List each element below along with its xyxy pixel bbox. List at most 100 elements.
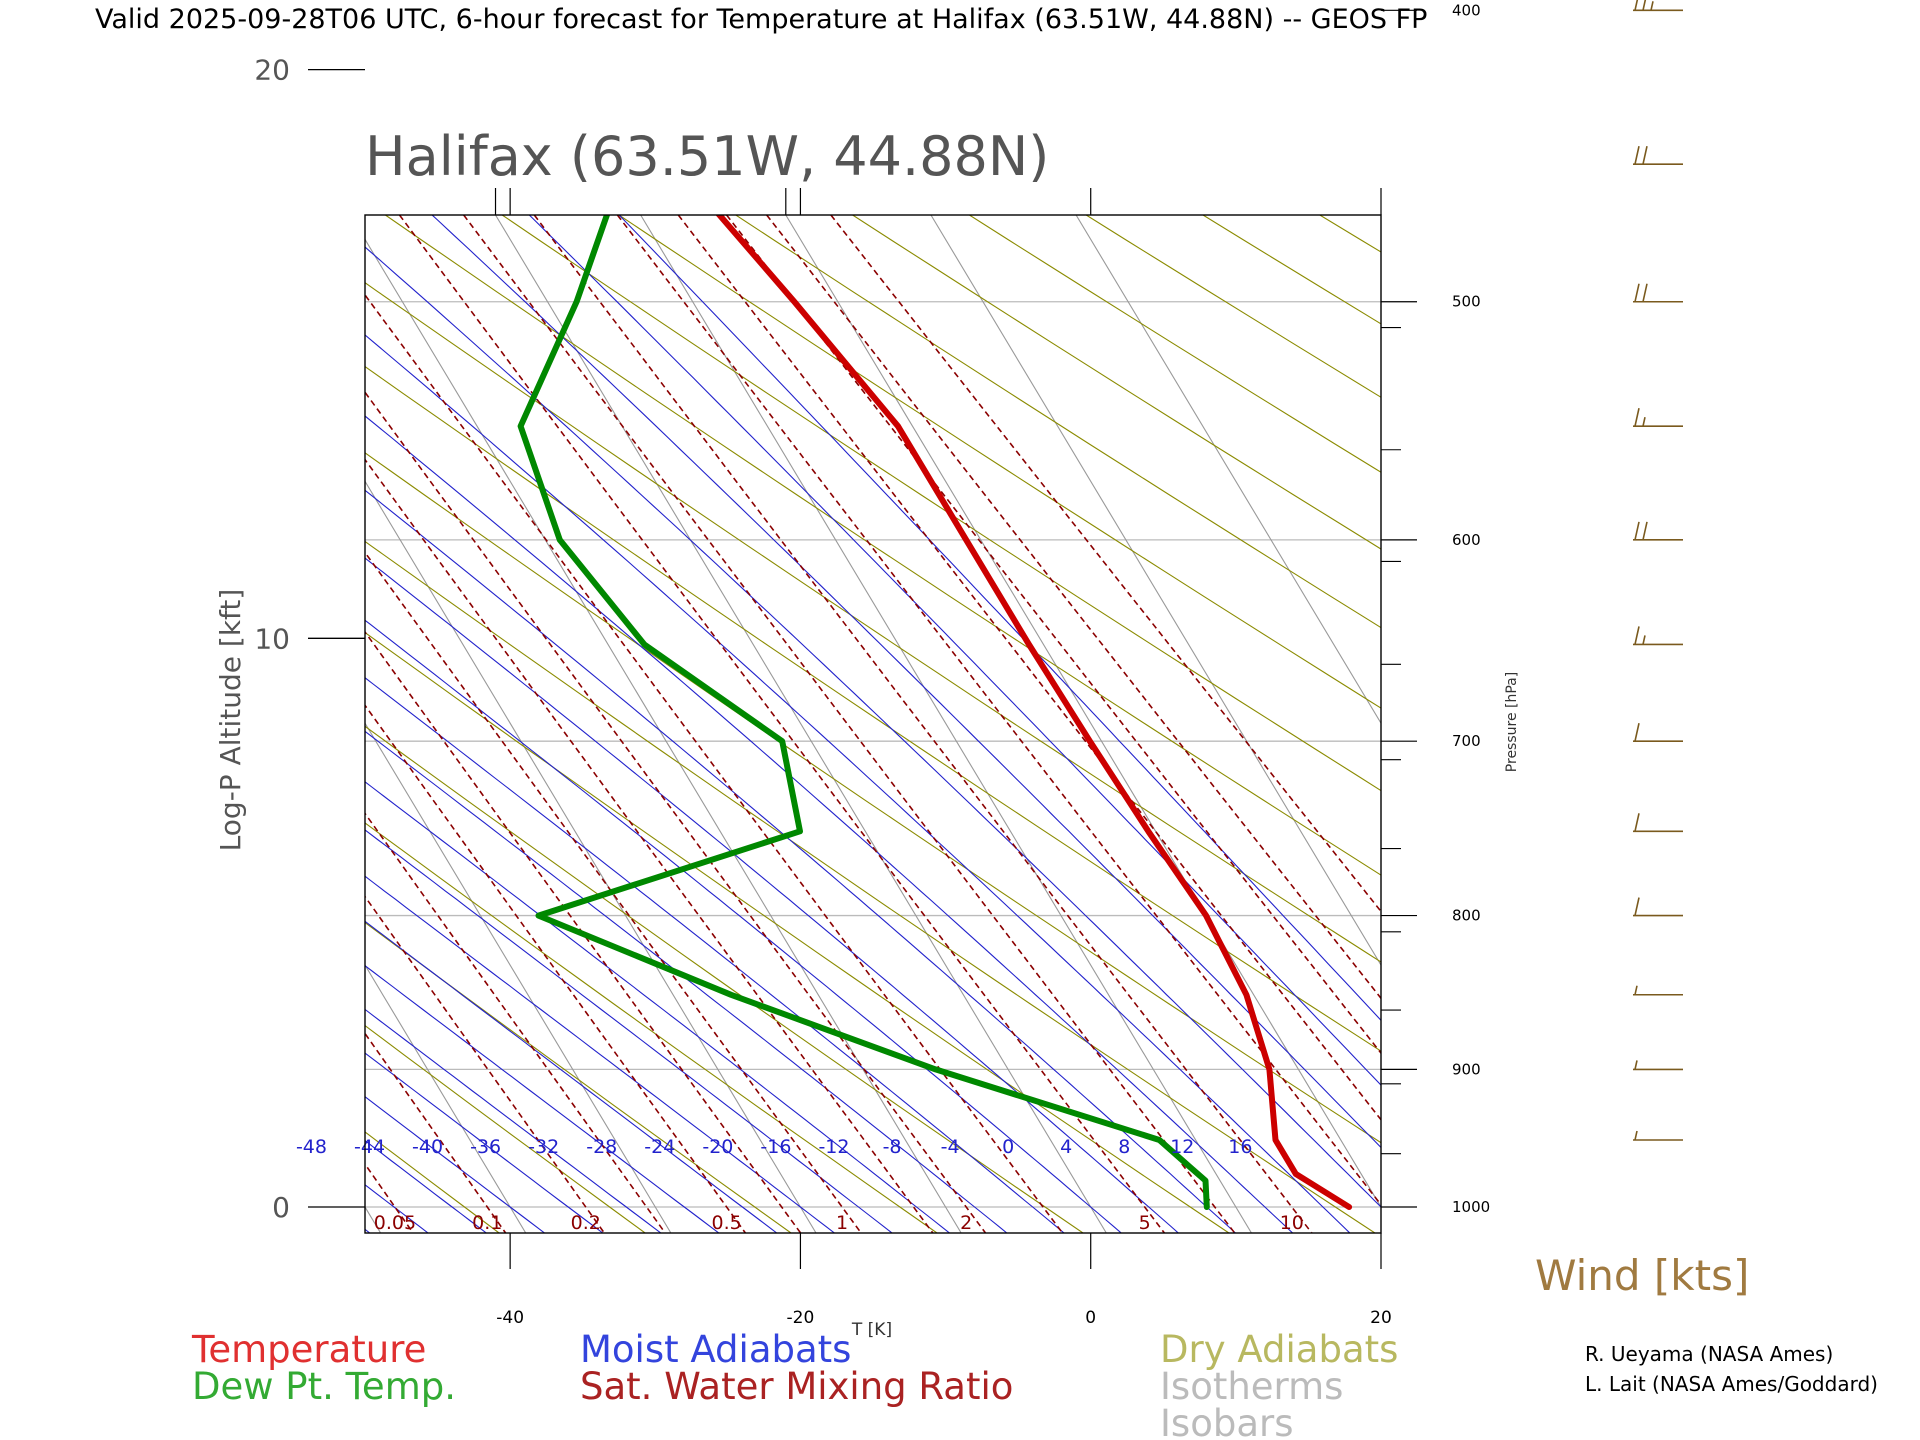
plot-frame xyxy=(364,214,1382,1234)
pressure-tick-label: 700 xyxy=(1452,732,1481,750)
mixing-ratio-line xyxy=(677,215,1381,1122)
mixing-ratio-line xyxy=(0,215,299,1233)
dry-adiabat-200 xyxy=(0,215,61,1233)
mixing-ratio-label: 0.1 xyxy=(472,1212,502,1234)
isotherm-20 xyxy=(785,215,1381,1209)
moist-adiabat-12 xyxy=(365,415,1294,1233)
moist-adiabat-label: -16 xyxy=(760,1136,791,1158)
moist-adiabat--8 xyxy=(365,730,1008,1233)
moist-adiabat--24 xyxy=(365,920,778,1233)
isotherm-30 xyxy=(930,215,1381,967)
pressure-tick-label: 500 xyxy=(1452,293,1481,311)
mixing-ratio-line xyxy=(398,215,1166,1233)
dry-adiabat-390 xyxy=(1085,215,1381,398)
mixing-ratio-line xyxy=(463,215,1236,1233)
mixing-ratio-label: 10 xyxy=(1280,1212,1304,1234)
wind-full-barb xyxy=(1634,283,1640,302)
dry-adiabat-240 xyxy=(365,1024,646,1233)
dry-adiabat-350 xyxy=(618,215,1381,709)
legend-dry-adiabats: Dry Adiabats xyxy=(1160,1328,1398,1371)
legend-wind: Wind [kts] xyxy=(1535,1251,1749,1300)
moist-adiabat--20 xyxy=(365,875,836,1233)
dry-adiabat-270 xyxy=(365,725,1084,1233)
temperature-tick-label: -20 xyxy=(787,1308,815,1328)
wind-half-barb xyxy=(1634,1130,1638,1141)
mixing-ratio-line xyxy=(533,215,1313,1233)
dry-adiabat-440 xyxy=(1670,215,1920,1233)
pressure-tick-label: 800 xyxy=(1452,907,1481,925)
dry-adiabat-430 xyxy=(1553,215,1920,1233)
dry-adiabat-210 xyxy=(0,215,207,1233)
wind-full-barb xyxy=(1634,897,1640,916)
wind-barb-950 xyxy=(1633,1130,1683,1141)
moist-adiabat--4 xyxy=(365,677,1065,1233)
moist-adiabat-label: 4 xyxy=(1060,1136,1072,1158)
wind-full-barb xyxy=(1634,145,1640,165)
pressure-tick-label: 600 xyxy=(1452,531,1481,549)
legend-moist-adiabats: Moist Adiabats xyxy=(580,1328,851,1371)
moist-adiabat-label: -20 xyxy=(702,1136,733,1158)
wind-half-barb xyxy=(1650,1,1654,11)
dry-adiabat-260 xyxy=(365,822,938,1233)
plot-title: Halifax (63.51W, 44.88N) xyxy=(365,125,1049,188)
wind-barb-850 xyxy=(1633,985,1683,996)
moist-adiabat-label: 8 xyxy=(1118,1136,1130,1158)
pressure-tick-label: 1000 xyxy=(1452,1198,1490,1216)
wind-full-barb xyxy=(1634,723,1640,742)
altitude-tick-label: 20 xyxy=(254,54,290,87)
wind-barb-650 xyxy=(1633,626,1683,646)
mixing-ratio-line xyxy=(725,215,1381,1055)
left-axis-label: Log-P Altitude [kft] xyxy=(214,589,247,852)
moist-adiabat-label: 16 xyxy=(1228,1136,1252,1158)
dry-adiabat-370 xyxy=(852,215,1381,550)
wind-barb-400 xyxy=(1633,0,1683,12)
moist-adiabat-24 xyxy=(431,215,1381,1149)
dry-adiabat-410 xyxy=(1319,215,1381,253)
wind-full-barb xyxy=(1642,521,1648,541)
legend-temperature: Temperature xyxy=(191,1328,426,1371)
mixing-ratio-label: 0.2 xyxy=(571,1212,601,1234)
header-text: Valid 2025-09-28T06 UTC, 6-hour forecast… xyxy=(95,4,1427,35)
background-grid xyxy=(0,0,1920,1271)
dry-adiabat-330 xyxy=(385,215,1381,876)
isotherm-10 xyxy=(640,215,1252,1233)
isotherm-40 xyxy=(1075,215,1381,725)
moist-adiabat-label: -12 xyxy=(818,1136,849,1158)
mixing-ratio-label: 2 xyxy=(960,1212,972,1234)
wind-half-barb xyxy=(1642,417,1646,427)
legend-isobars: Isobars xyxy=(1160,1402,1293,1440)
wind-barb-500 xyxy=(1633,283,1683,303)
wind-full-barb xyxy=(1642,145,1648,165)
moist-adiabat-32 xyxy=(618,215,1381,1022)
mixing-ratio-line xyxy=(365,812,666,1233)
credit-line-2: L. Lait (NASA Ames/Goddard) xyxy=(1585,1372,1878,1396)
temperature-tick-label: 20 xyxy=(1370,1308,1392,1328)
isotherm--20 xyxy=(365,480,817,1233)
moist-adiabat--56 xyxy=(0,0,360,1271)
dry-adiabat-310 xyxy=(365,365,1381,1052)
moist-adiabat-label: -8 xyxy=(883,1136,902,1158)
moist-adiabat--36 xyxy=(365,1052,604,1233)
wind-half-barb xyxy=(1634,1060,1638,1070)
isotherm-0 xyxy=(495,215,1107,1233)
moist-adiabat-4 xyxy=(365,557,1180,1233)
moist-adiabat-28 xyxy=(528,215,1381,1086)
legend-dewpoint: Dew Pt. Temp. xyxy=(192,1365,456,1408)
dry-adiabat-280 xyxy=(365,631,1230,1233)
mixing-ratio-label: 0.5 xyxy=(712,1212,742,1234)
temperature-tick-label: 0 xyxy=(1085,1308,1096,1328)
dry-adiabat-220 xyxy=(0,215,353,1233)
isotherm--40 xyxy=(365,964,527,1233)
mixing-ratio-line xyxy=(365,1162,414,1233)
mixing-ratio-line xyxy=(365,390,987,1233)
mixing-ratio-line xyxy=(830,215,1381,913)
moist-adiabat-20 xyxy=(365,246,1381,1208)
mixing-ratio-line xyxy=(365,704,747,1233)
altitude-tick-label: 10 xyxy=(254,622,290,655)
axes: -48 -44 -40 -36 -32 -28 -24 -20 -16 -12 -8 -4 0 4 8 12 1… xyxy=(254,1,1490,1328)
dry-adiabat-290 xyxy=(365,540,1376,1233)
altitude-tick-label: 0 xyxy=(272,1191,290,1224)
dry-adiabat-320 xyxy=(365,282,1381,963)
mixing-ratio-line xyxy=(365,458,934,1233)
wind-barb-600 xyxy=(1633,521,1683,541)
